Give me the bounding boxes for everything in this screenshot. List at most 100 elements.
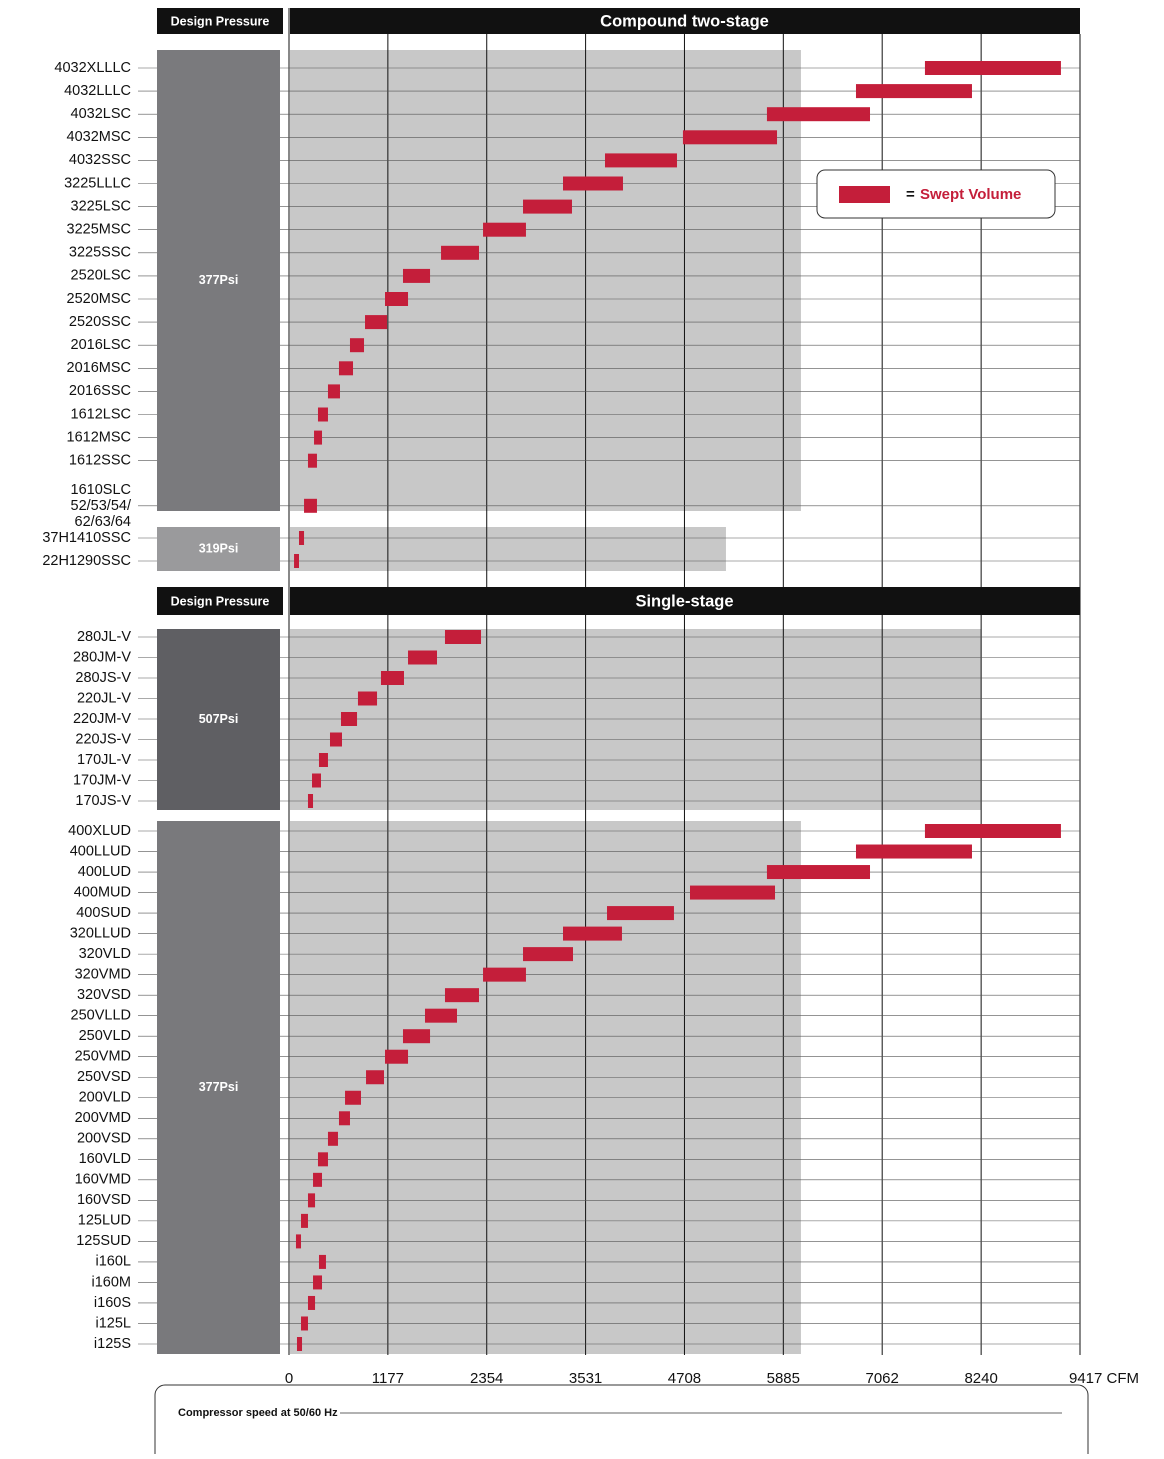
category-label: 4032LSC	[71, 106, 131, 122]
capacity-shade	[290, 629, 982, 810]
swept-volume-bar	[338, 1111, 350, 1126]
pressure-header-box	[157, 587, 283, 615]
category-label: 3225SSC	[69, 245, 131, 261]
x-tick-label: 3531	[569, 1370, 602, 1387]
x-tick-label: 0	[285, 1370, 293, 1387]
pressure-box	[157, 50, 280, 511]
swept-volume-bar	[408, 650, 438, 665]
swept-volume-bar	[483, 222, 526, 237]
swept-volume-bar	[766, 865, 871, 880]
swept-volume-bar	[327, 1131, 338, 1146]
swept-volume-bar	[318, 753, 328, 767]
pressure-label: 377Psi	[199, 273, 239, 287]
swept-volume-bar	[298, 531, 305, 545]
category-label: 320VMD	[75, 966, 131, 982]
swept-volume-bar	[312, 773, 322, 788]
swept-volume-bar	[855, 844, 972, 859]
swept-volume-bar	[924, 61, 1061, 75]
legend-swatch	[839, 186, 890, 203]
pressure-label: 319Psi	[199, 541, 239, 555]
category-label: i125L	[96, 1315, 131, 1331]
category-label: 170JL-V	[77, 752, 131, 768]
capacity-shade	[290, 50, 801, 511]
category-label: 160VMD	[75, 1172, 131, 1188]
swept-volume-bar	[385, 292, 409, 306]
category-label: 37H1410SSC	[42, 530, 131, 546]
category-label: 250VLLD	[71, 1008, 131, 1024]
swept-volume-bar	[307, 1193, 316, 1208]
section-header-box	[290, 587, 1080, 615]
swept-volume-bar	[296, 1337, 303, 1351]
category-label: 2016SSC	[69, 383, 131, 399]
category-label: 220JS-V	[75, 731, 131, 747]
capacity-shade	[290, 821, 801, 1354]
x-tick-label: 5885	[767, 1370, 800, 1387]
category-label: 250VSD	[77, 1069, 131, 1085]
swept-volume-bar	[301, 1316, 308, 1331]
swept-volume-bar	[345, 1090, 361, 1105]
swept-volume-bar	[441, 245, 480, 260]
x-tick-label: 2354	[470, 1370, 503, 1387]
category-label: i160M	[92, 1274, 132, 1290]
layer-fg: 0 1177 2354 3531 4708 5885 7062 8240 9417 CFM Des…	[42, 8, 1139, 1387]
swept-volume-bar	[307, 453, 317, 468]
swept-volume-bar	[380, 671, 404, 685]
pressure-label: 377Psi	[199, 1080, 239, 1094]
swept-volume-bar	[304, 498, 317, 513]
swept-volume-bar	[338, 361, 354, 376]
swept-volume-bar	[483, 967, 526, 982]
pressure-box	[157, 821, 280, 1354]
swept-volume-bar	[523, 947, 573, 962]
category-label: 2520MSC	[67, 291, 131, 307]
swept-volume-bar	[607, 906, 674, 921]
swept-volume-bar	[307, 794, 314, 808]
category-label: 280JM-V	[73, 649, 131, 665]
category-label: 200VLD	[79, 1090, 131, 1106]
category-label: 125LUD	[78, 1213, 131, 1229]
category-label: 125SUD	[76, 1233, 131, 1249]
swept-volume-bar	[327, 384, 340, 399]
swept-volume-bar	[317, 407, 328, 422]
x-tick-label: 7062	[865, 1370, 898, 1387]
category-label: 220JM-V	[73, 711, 131, 727]
swept-volume-bar	[444, 630, 482, 644]
swept-volume-bar	[402, 1029, 431, 1044]
section-title: Single-stage	[635, 592, 733, 610]
category-label: 1612MSC	[67, 429, 131, 445]
swept-volume-bar	[766, 107, 871, 122]
category-label: 4032LLLC	[64, 83, 131, 99]
category-label: 4032XLLLC	[54, 60, 131, 76]
legend-symbol: =	[906, 186, 915, 203]
category-label: 160VLD	[79, 1151, 131, 1167]
category-label: 3225LLLC	[64, 175, 131, 191]
swept-volume-bar	[301, 1213, 308, 1228]
swept-volume-bar	[366, 1070, 385, 1085]
category-label: 400XLUD	[68, 823, 131, 839]
category-label: 2016LSC	[71, 337, 131, 353]
category-label: i160S	[94, 1295, 131, 1311]
swept-volume-bar	[385, 1049, 409, 1064]
category-label: 4032MSC	[67, 129, 131, 145]
swept-volume-bar	[314, 430, 323, 445]
swept-volume-bar	[604, 153, 677, 168]
swept-volume-bar	[307, 1295, 316, 1310]
category-label: 2520LSC	[71, 268, 131, 284]
pressure-header-box	[157, 8, 283, 34]
swept-volume-bar	[690, 885, 776, 900]
swept-volume-bar	[855, 84, 972, 99]
swept-volume-bar	[924, 824, 1061, 838]
pressure-label: 507Psi	[199, 712, 239, 726]
pressure-box	[157, 527, 280, 571]
category-label: 1612SSC	[69, 453, 131, 469]
category-label: 220JL-V	[77, 690, 131, 706]
swept-volume-bar	[424, 1008, 457, 1023]
swept-volume-bar	[523, 199, 572, 214]
x-tick-label: 8240	[964, 1370, 997, 1387]
swept-volume-bar	[349, 338, 365, 353]
category-label: 200VSD	[77, 1131, 131, 1147]
category-label: 4032SSC	[69, 152, 131, 168]
footer-label: Compressor speed at 50/60 Hz	[178, 1407, 338, 1419]
category-label: 400LUD	[78, 864, 131, 880]
category-label: 400SUD	[76, 905, 131, 921]
